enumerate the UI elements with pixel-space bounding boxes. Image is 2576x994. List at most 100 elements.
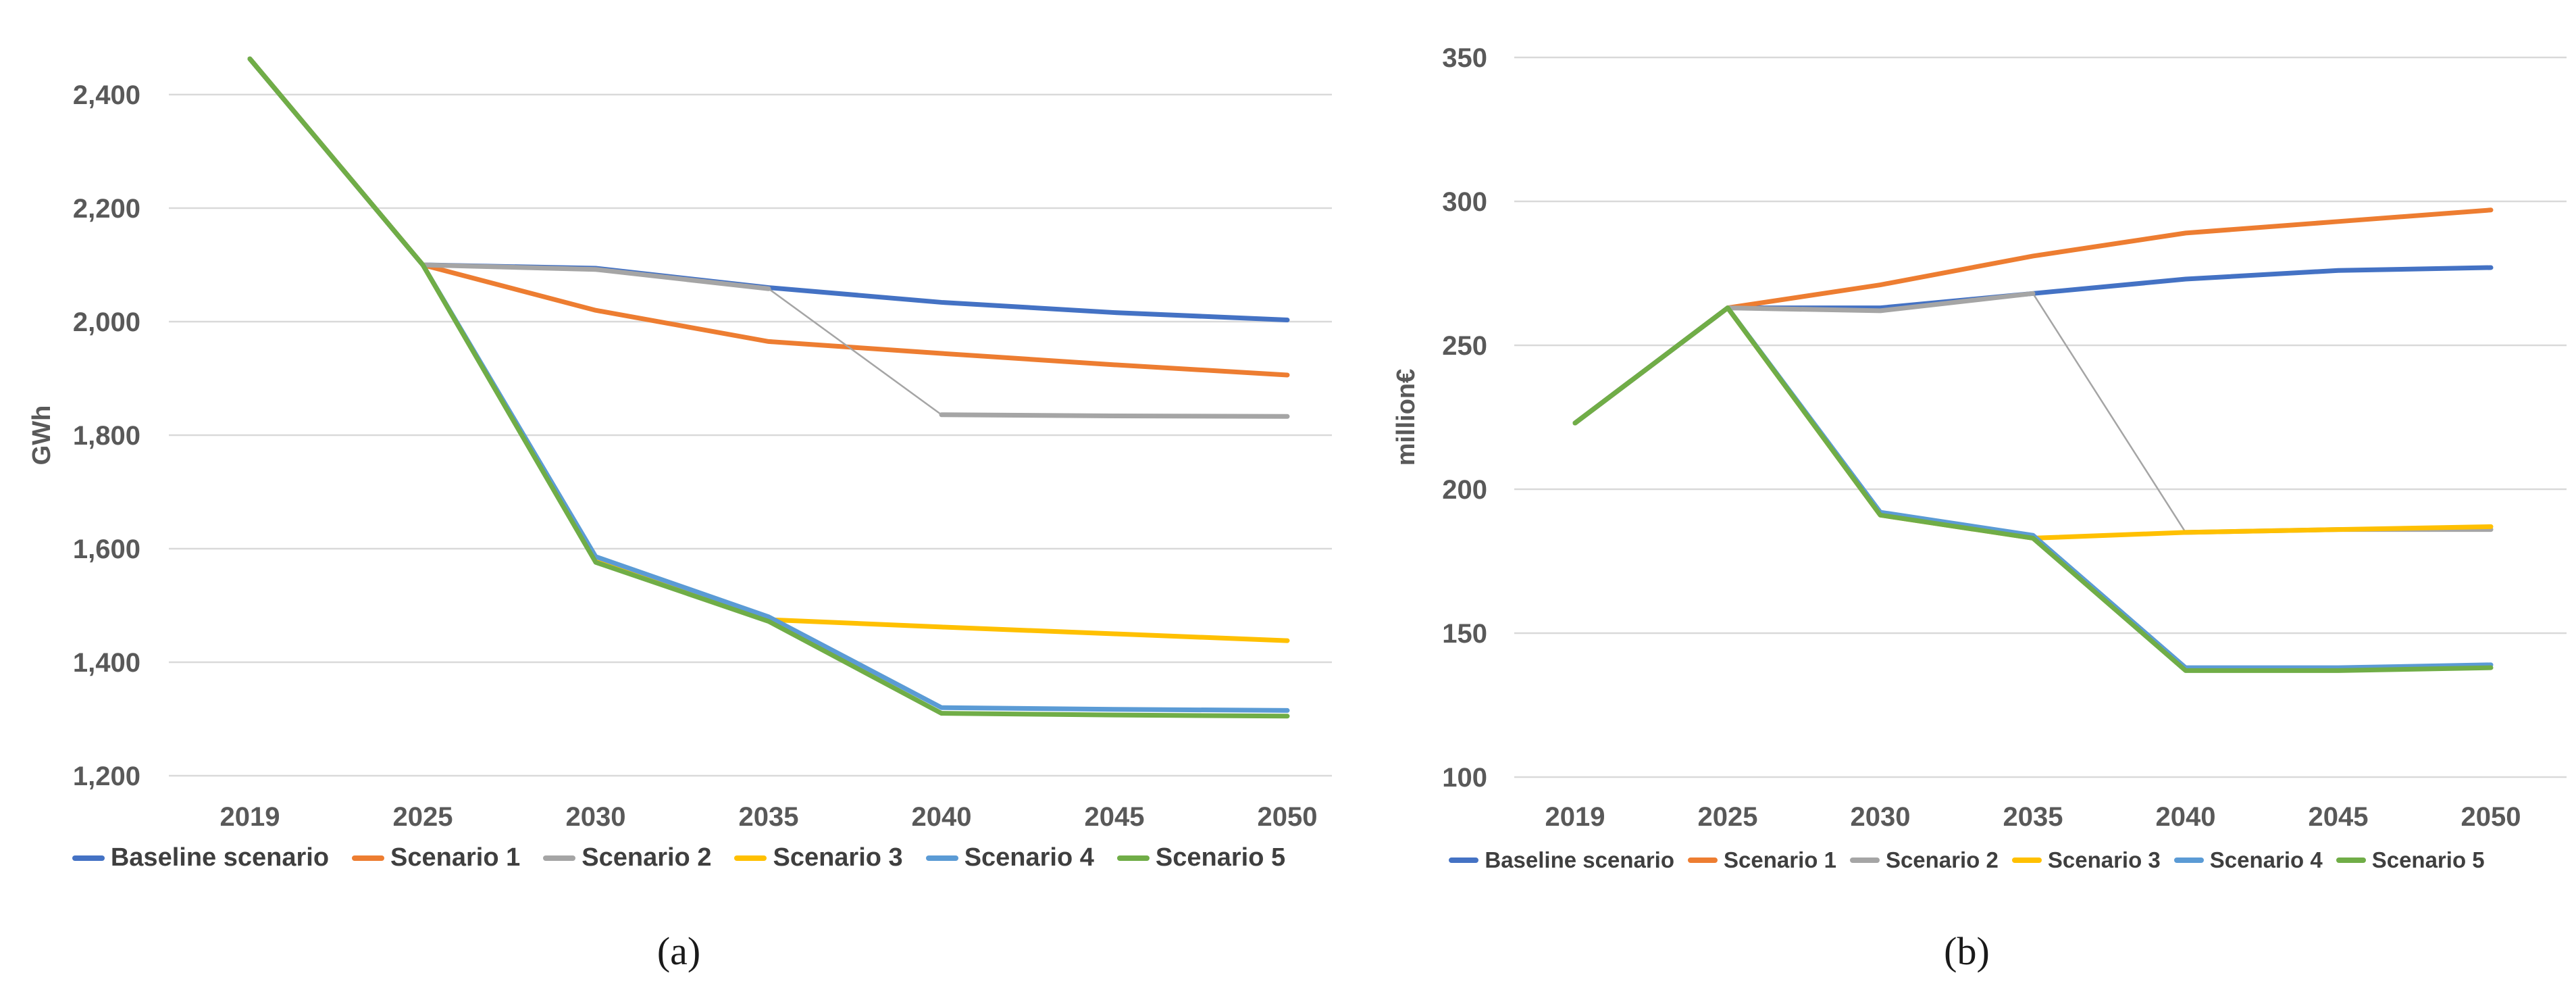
series-scenario-4: [1572, 305, 2494, 670]
legend-label: Scenario 4: [964, 843, 1094, 872]
legend-item-scenario-2: Scenario 2: [543, 843, 711, 872]
x-tick-label: 2030: [1851, 802, 1911, 832]
y-tick-label: 1,800: [73, 421, 140, 451]
series-line: [767, 288, 943, 416]
y-tick-label: 350: [1442, 43, 1487, 73]
x-tick-label: 2040: [2156, 802, 2216, 832]
x-axis-tick-labels: 2019 2025 2030 2035 2040 2045 2050: [220, 802, 1318, 832]
legend-item-scenario-2: Scenario 2: [1849, 847, 1999, 873]
legend-b: Baseline scenario Scenario 1 Scenario 2 Sce…: [1358, 847, 2576, 873]
caption-b: (b): [1944, 929, 1990, 973]
x-tick-label: 2019: [220, 802, 280, 832]
x-tick-label: 2025: [393, 802, 453, 832]
legend-a: Baseline scenario Scenario 1 Scenario 2 Sce…: [0, 843, 1358, 872]
y-tick-label: 1,200: [73, 762, 140, 791]
legend-item-scenario-4: Scenario 4: [2173, 847, 2323, 873]
y-tick-label: 250: [1442, 331, 1487, 361]
legend-label: Scenario 4: [2209, 847, 2323, 872]
x-tick-label: 2035: [2003, 802, 2063, 832]
y-tick-label: 300: [1442, 187, 1487, 217]
legend-item-scenario-1: Scenario 1: [1688, 847, 1836, 873]
legend-marker-icon: [1849, 858, 1880, 863]
chart-panel-b: 100 150 200 250 300 350 million€ 2019 2025 2030 20…: [1358, 0, 2576, 994]
legend-item-scenario-3: Scenario 3: [734, 843, 903, 872]
legend-marker-icon: [543, 855, 576, 861]
series-baseline-scenario: [247, 56, 1290, 322]
y-axis-title: GWh: [28, 405, 56, 466]
gridlines: [1514, 56, 2567, 778]
legend-marker-icon: [925, 855, 958, 861]
chart-a-canvas: 1,200 1,400 1,600 1,800 2,000 2,200 2,400 GWh 20…: [28, 56, 1332, 832]
y-tick-label: 100: [1442, 763, 1487, 793]
series-scenario-5: [1572, 305, 2494, 673]
legend-marker-icon: [2336, 858, 2366, 863]
y-tick-label: 2,400: [73, 80, 140, 110]
x-tick-label: 2035: [739, 802, 799, 832]
legend-item-scenario-4: Scenario 4: [925, 843, 1094, 872]
series-line: [247, 56, 1290, 378]
legend-item-scenario-5: Scenario 5: [2336, 847, 2485, 873]
legend-label: Scenario 2: [582, 843, 712, 872]
y-tick-label: 1,600: [73, 535, 140, 564]
series-scenario-4: [247, 56, 1290, 713]
gridlines: [169, 93, 1332, 777]
legend-marker-icon: [1116, 855, 1150, 861]
x-axis-tick-labels: 2019 2025 2030 2035 2040 2045 2050: [1545, 802, 2521, 832]
x-tick-label: 2040: [912, 802, 972, 832]
legend-item-baseline-scenario: Baseline scenario: [72, 843, 329, 872]
series-scenario-3: [1572, 305, 2494, 541]
series-scenario-2: [247, 56, 1290, 419]
legend-item-scenario-3: Scenario 3: [2011, 847, 2161, 873]
y-tick-label: 150: [1442, 619, 1487, 649]
legend-label: Scenario 1: [1724, 847, 1836, 872]
x-tick-label: 2019: [1545, 802, 1605, 832]
legend-marker-icon: [72, 855, 105, 861]
legend-marker-icon: [734, 855, 767, 861]
legend-marker-icon: [2011, 858, 2042, 863]
series-line: [247, 56, 1290, 322]
series-line: [2032, 293, 2187, 534]
x-tick-label: 2050: [2461, 802, 2521, 832]
legend-marker-icon: [1688, 858, 1718, 863]
series-scenario-3: [247, 56, 1290, 643]
caption-a: (a): [656, 929, 701, 973]
x-tick-label: 2045: [2309, 802, 2369, 832]
series-line: [1572, 291, 2036, 426]
x-tick-label: 2025: [1698, 802, 1758, 832]
legend-item-scenario-5: Scenario 5: [1116, 843, 1286, 872]
series-line: [1572, 305, 2494, 673]
legend-label: Baseline scenario: [1485, 847, 1675, 872]
legend-item-scenario-1: Scenario 1: [352, 843, 520, 872]
legend-label: Scenario 1: [390, 843, 521, 872]
x-tick-label: 2045: [1085, 802, 1145, 832]
legend-label: Scenario 5: [2371, 847, 2485, 872]
y-tick-label: 1,400: [73, 648, 140, 678]
x-tick-label: 2030: [566, 802, 626, 832]
series-line: [1572, 305, 2494, 670]
series-line: [939, 412, 1290, 419]
legend-label: Scenario 3: [2047, 847, 2161, 872]
series-line: [247, 56, 1290, 643]
chart-panel-a: 1,200 1,400 1,600 1,800 2,000 2,200 2,400 GWh 20…: [0, 56, 1358, 973]
series-line: [247, 56, 1290, 719]
y-axis-tick-labels: 1,200 1,400 1,600 1,800 2,000 2,200 2,400: [73, 80, 140, 791]
legend-item-baseline-scenario: Baseline scenario: [1449, 847, 1674, 873]
legend-label: Baseline scenario: [110, 843, 330, 872]
y-axis-title: million€: [1392, 369, 1420, 466]
legend-label: Scenario 2: [1885, 847, 1999, 872]
series-line: [1572, 305, 2494, 541]
legend-marker-icon: [352, 855, 385, 861]
series-line: [247, 56, 1290, 713]
y-tick-label: 2,200: [73, 194, 140, 224]
series-scenario-5: [247, 56, 1290, 719]
legend-marker-icon: [1449, 858, 1479, 863]
series-scenario-2: [1572, 291, 2494, 535]
y-axis-tick-labels: 100 150 200 250 300 350: [1442, 43, 1487, 793]
legend-label: Scenario 3: [773, 843, 903, 872]
series-line: [247, 56, 771, 291]
legend-marker-icon: [2173, 858, 2204, 863]
y-tick-label: 2,000: [73, 307, 140, 337]
legend-label: Scenario 5: [1155, 843, 1286, 872]
